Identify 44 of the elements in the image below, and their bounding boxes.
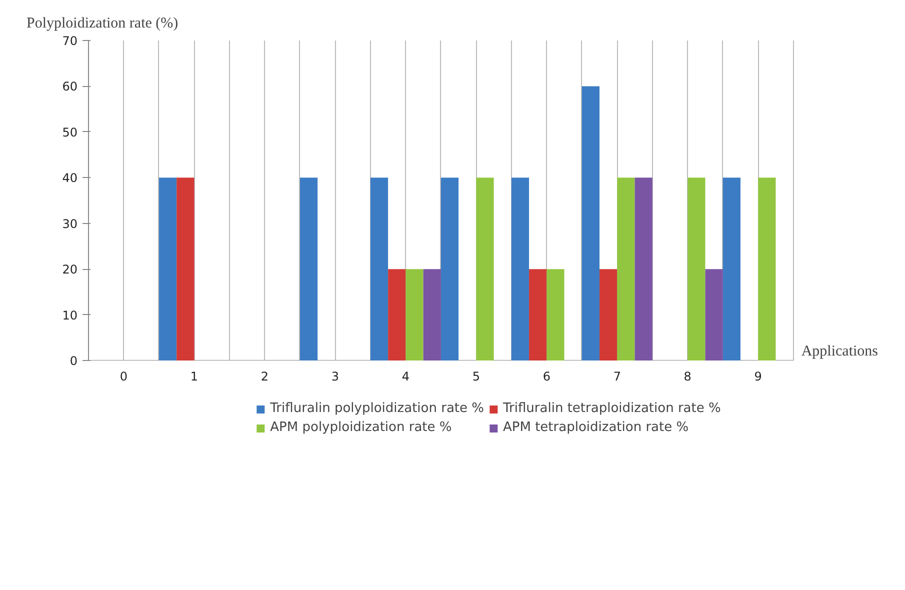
bar xyxy=(546,269,564,360)
legend-label: Trifluralin tetraploidization rate % xyxy=(503,401,721,416)
bar xyxy=(406,269,424,360)
bar xyxy=(388,269,406,360)
x-tick-label: 0 xyxy=(120,370,128,384)
bar xyxy=(688,178,706,360)
x-tick-label: 3 xyxy=(331,370,340,384)
legend-label: Trifluralin polyploidization rate % xyxy=(270,401,484,416)
bar xyxy=(158,178,177,360)
bar xyxy=(600,269,618,360)
y-tick-label: 40 xyxy=(62,171,78,186)
bar xyxy=(634,178,652,360)
x-tick-label: 1 xyxy=(190,370,198,384)
bar xyxy=(511,178,530,360)
bar xyxy=(370,178,388,360)
bar xyxy=(758,178,776,360)
y-tick-label: 30 xyxy=(62,216,78,231)
bar xyxy=(423,269,441,360)
y-tick-label: 60 xyxy=(62,80,78,94)
bar xyxy=(176,178,194,360)
y-tick-label: 0 xyxy=(70,354,78,368)
x-tick-label: 8 xyxy=(684,370,692,384)
y-tick-label: 50 xyxy=(62,125,78,140)
bar xyxy=(476,178,494,360)
bar xyxy=(529,269,547,360)
legend-label: APM polyploidization rate % xyxy=(270,420,452,435)
legend-label: APM tetraploidization rate % xyxy=(503,420,689,435)
bar xyxy=(582,86,600,360)
bar xyxy=(617,178,635,360)
y-tick-label: 20 xyxy=(62,262,78,277)
y-tick-label: 10 xyxy=(62,308,78,322)
bar xyxy=(300,178,318,360)
bar xyxy=(705,269,723,360)
x-tick-label: 5 xyxy=(472,370,480,384)
y-axis-title: Polyploidization rate (%) xyxy=(26,16,178,32)
bar xyxy=(440,178,459,360)
x-tick-label: 6 xyxy=(542,370,550,384)
x-tick-label: 2 xyxy=(260,370,269,384)
x-tick-label: 7 xyxy=(613,370,621,384)
x-axis-title: Applications xyxy=(801,344,878,360)
x-tick-label: 4 xyxy=(402,370,410,384)
x-tick-label: 9 xyxy=(754,370,762,384)
y-tick-label: 70 xyxy=(62,34,78,48)
bar xyxy=(722,178,740,360)
